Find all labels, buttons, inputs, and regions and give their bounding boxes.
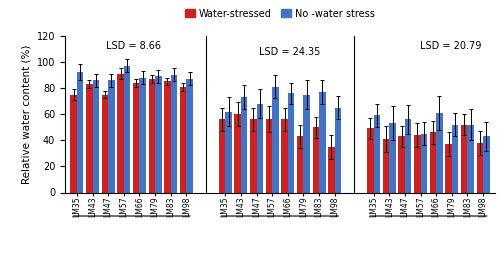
Bar — [180, 87, 186, 192]
Bar — [155, 76, 162, 192]
Bar — [118, 74, 124, 192]
Bar — [241, 97, 248, 192]
Bar — [328, 147, 335, 192]
Bar — [446, 144, 452, 192]
Bar — [86, 84, 92, 192]
Bar — [148, 79, 155, 192]
Bar — [186, 79, 193, 192]
Bar — [297, 136, 304, 192]
Bar — [335, 108, 342, 192]
Bar — [382, 139, 390, 192]
Bar — [461, 125, 468, 192]
Legend: Water-stressed, No -water stress: Water-stressed, No -water stress — [182, 5, 378, 23]
Bar — [282, 119, 288, 192]
Y-axis label: Relative water content (%): Relative water content (%) — [21, 45, 31, 184]
Bar — [164, 81, 170, 192]
Bar — [234, 114, 241, 192]
Bar — [92, 80, 99, 192]
Bar — [133, 83, 140, 192]
Bar — [108, 80, 114, 192]
Bar — [77, 72, 84, 192]
Bar — [476, 143, 483, 192]
Bar — [319, 92, 326, 192]
Bar — [414, 135, 420, 192]
Bar — [374, 116, 380, 192]
Bar — [430, 133, 436, 192]
Bar — [398, 136, 405, 192]
Bar — [304, 95, 310, 192]
Bar — [225, 112, 232, 192]
Bar — [218, 119, 225, 192]
Bar — [420, 134, 427, 192]
Bar — [170, 75, 177, 192]
Bar — [266, 119, 272, 192]
Bar — [124, 66, 130, 192]
Bar — [140, 78, 146, 192]
Bar — [312, 127, 319, 192]
Text: LSD = 24.35: LSD = 24.35 — [260, 47, 320, 57]
Bar — [405, 119, 411, 192]
Text: LSD = 8.66: LSD = 8.66 — [106, 42, 161, 51]
Bar — [390, 123, 396, 192]
Bar — [367, 128, 374, 192]
Bar — [102, 95, 108, 192]
Bar — [436, 113, 442, 192]
Bar — [288, 93, 294, 192]
Bar — [272, 87, 278, 192]
Bar — [250, 119, 256, 192]
Bar — [468, 125, 474, 192]
Bar — [70, 95, 77, 192]
Bar — [483, 136, 490, 192]
Bar — [256, 104, 263, 192]
Text: LSD = 20.79: LSD = 20.79 — [420, 42, 481, 51]
Bar — [452, 125, 458, 192]
